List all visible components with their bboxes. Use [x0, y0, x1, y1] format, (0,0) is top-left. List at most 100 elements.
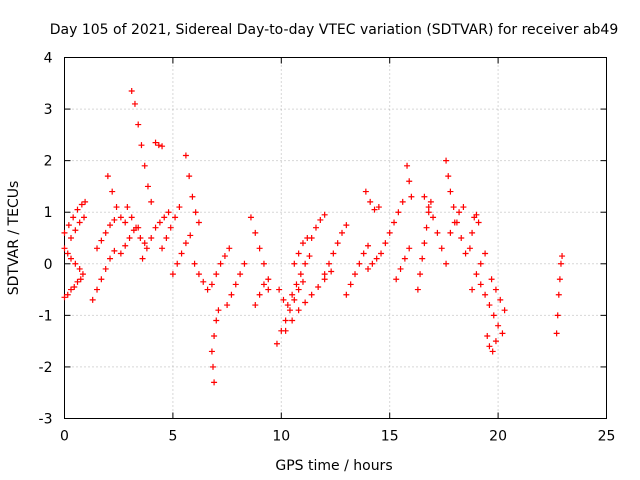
data-point [447, 229, 454, 236]
data-point [61, 294, 68, 301]
x-tick-label: 20 [489, 429, 507, 445]
data-point [490, 312, 497, 319]
data-point [347, 281, 354, 288]
data-point [89, 296, 96, 303]
data-point [117, 250, 124, 257]
data-point [445, 173, 452, 180]
series-arc-c [61, 245, 86, 278]
data-point [143, 245, 150, 252]
series-arc-ao [488, 276, 508, 314]
data-point [273, 340, 280, 347]
data-point [161, 214, 168, 221]
data-point [102, 265, 109, 272]
data-point [293, 281, 300, 288]
data-point [204, 286, 211, 293]
y-tick-label: 2 [44, 154, 53, 170]
series-arc-z [308, 211, 328, 241]
series-arc-n [169, 232, 194, 278]
data-point [98, 276, 105, 283]
data-point [408, 193, 415, 200]
data-point [391, 219, 398, 226]
series-arc-o [182, 152, 202, 226]
data-point [299, 278, 306, 285]
y-tick-labels: -3 -2 -1 0 1 2 3 4 [39, 51, 53, 428]
series-arc-h [117, 224, 142, 257]
data-point [213, 317, 220, 324]
data-point [343, 222, 350, 229]
data-point [362, 188, 369, 195]
data-point [79, 271, 86, 278]
data-point [208, 281, 215, 288]
data-point [276, 286, 283, 293]
data-point [315, 283, 322, 290]
data-point [430, 214, 437, 221]
data-point [182, 152, 189, 159]
data-point [224, 302, 231, 309]
data-point [462, 250, 469, 257]
data-point [302, 260, 309, 267]
data-point [499, 330, 506, 337]
data-point [482, 250, 489, 257]
data-point [367, 198, 374, 205]
data-point [72, 260, 79, 267]
series-arc-an [484, 332, 499, 355]
data-point [141, 240, 148, 247]
series-arc-ae [393, 245, 413, 283]
series-arc-k [152, 139, 166, 150]
data-point [365, 265, 372, 272]
data-point [559, 253, 566, 260]
data-point [226, 245, 233, 252]
series-arc-s [224, 260, 248, 309]
data-point [302, 299, 309, 306]
data-point [447, 188, 454, 195]
data-point [414, 286, 421, 293]
grid [64, 57, 607, 419]
data-point [122, 219, 129, 226]
data-point [174, 260, 181, 267]
data-point [282, 327, 289, 334]
x-tick-label: 25 [598, 429, 616, 445]
data-point [295, 286, 302, 293]
data-point [156, 219, 163, 226]
series-arc-p [191, 260, 211, 293]
data-point [228, 291, 235, 298]
series-arc-ab [343, 242, 372, 298]
data-point [369, 260, 376, 267]
data-point [486, 343, 493, 350]
data-point [68, 235, 75, 241]
data-point [260, 281, 267, 288]
data-point [291, 296, 298, 303]
data-point [458, 235, 465, 241]
x-axis-label: GPS time / hours [275, 458, 392, 474]
series-arc-r [208, 245, 233, 288]
data-point [148, 198, 155, 205]
data-point [148, 235, 155, 241]
data-point [98, 237, 105, 244]
plot-frame [64, 57, 607, 419]
data-point [312, 224, 319, 231]
data-point [280, 296, 287, 303]
series-arc-ad [365, 198, 406, 272]
y-tick-label: -3 [39, 412, 53, 428]
data-point [334, 240, 341, 247]
data-point [64, 291, 71, 298]
data-point [211, 379, 218, 386]
data-point [78, 201, 85, 208]
data-point [466, 245, 473, 252]
data-point [61, 245, 68, 252]
data-point [553, 330, 560, 337]
data-point [492, 286, 499, 293]
data-point [102, 229, 109, 236]
series-arc-w [276, 253, 313, 309]
data-point [65, 222, 72, 229]
data-point [425, 209, 432, 216]
y-tick-label: 0 [44, 257, 53, 273]
data-point [321, 276, 328, 283]
data-points [61, 88, 566, 386]
x-tick-label: 15 [381, 429, 399, 445]
data-point [232, 281, 239, 288]
data-point [477, 260, 484, 267]
data-point [189, 193, 196, 200]
data-point [419, 255, 426, 262]
data-point [317, 216, 324, 223]
